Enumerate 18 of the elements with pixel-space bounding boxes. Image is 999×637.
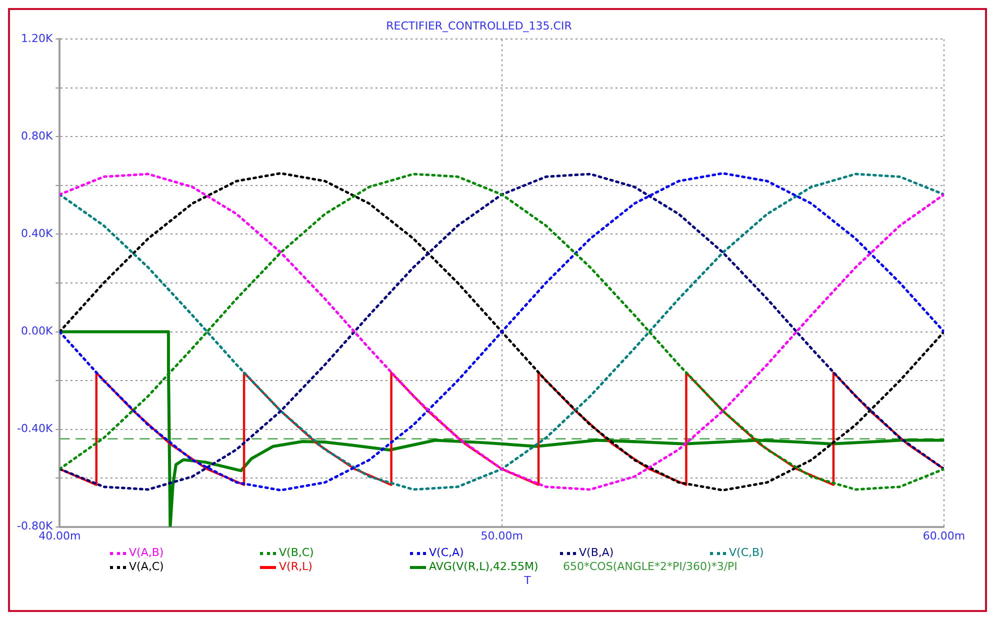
legend-label: V(A,C) xyxy=(129,560,164,574)
legend-label: V(B,A) xyxy=(579,546,614,560)
legend-label: V(R,L) xyxy=(279,560,312,574)
legend-label: V(B,C) xyxy=(279,546,314,560)
x-tick-label: 50.00m xyxy=(480,529,523,542)
x-axis-title: T xyxy=(523,574,532,587)
legend-label: V(C,B) xyxy=(729,546,764,560)
chart-title: RECTIFIER_CONTROLLED_135.CIR xyxy=(386,19,572,32)
legend-label: AVG(V(R,L),42.55M) xyxy=(429,560,538,574)
x-tick-label: 60.00m xyxy=(922,529,966,542)
y-tick-label: 0.80K xyxy=(20,130,54,143)
y-tick-label: 0.40K xyxy=(20,227,54,240)
y-tick-label: -0.40K xyxy=(16,422,54,436)
y-tick-label: 0.00K xyxy=(20,324,54,338)
y-tick-label: 1.20K xyxy=(20,32,54,46)
legend-label: V(C,A) xyxy=(429,546,464,560)
text: 650*COS(ANGLE*2*PI/360)*3/PI xyxy=(563,560,738,574)
legend-label: V(A,B) xyxy=(129,546,164,560)
